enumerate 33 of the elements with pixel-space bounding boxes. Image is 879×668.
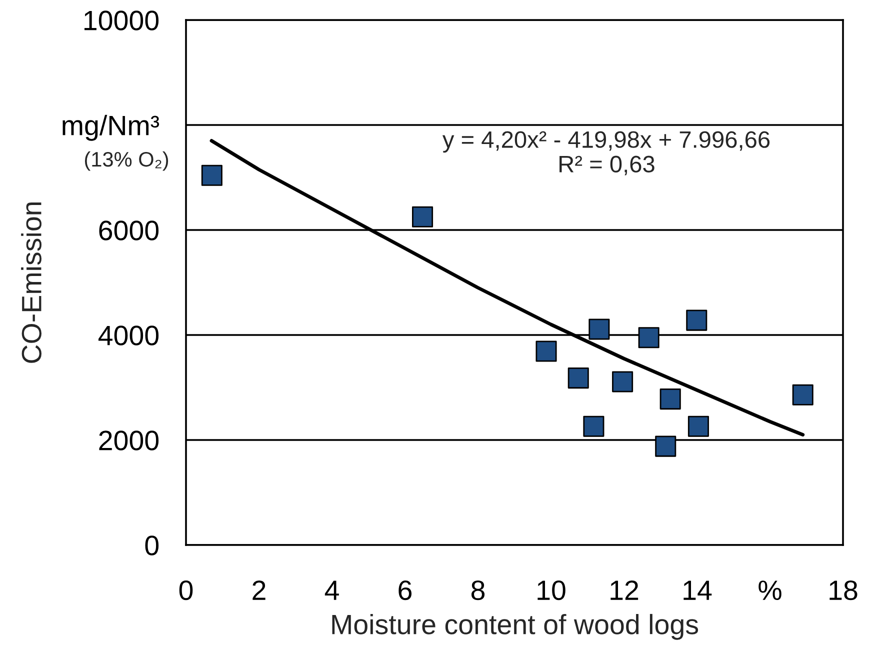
point [568, 368, 589, 389]
y-tick-label: 0 [145, 536, 159, 556]
y-tick-label: mg/Nm³ [62, 114, 160, 141]
x-tick-label: 14 [684, 580, 712, 600]
x-tick-label: 4 [324, 580, 339, 600]
x-tick-label: 10 [538, 580, 566, 600]
x-tick-label: 2 [252, 580, 266, 600]
point [588, 318, 610, 340]
y-tick-label: 2000 [99, 430, 159, 450]
y-tick-label: 4000 [98, 326, 159, 346]
x-axis-title: Moisture content of wood logs [332, 614, 698, 640]
point [201, 164, 222, 186]
point [638, 327, 660, 348]
x-tick-label: 12 [610, 580, 638, 600]
point [660, 388, 681, 410]
x-tick-label: 8 [471, 580, 485, 600]
point [686, 310, 708, 331]
y-tick-label: 6000 [99, 220, 159, 240]
x-tick-label: 6 [398, 580, 412, 600]
point [412, 206, 434, 228]
x-tick-label: 0 [179, 580, 193, 600]
point [655, 436, 676, 457]
x-tick-label: % [758, 580, 782, 600]
point [792, 384, 814, 406]
point [536, 340, 557, 362]
x-tick-label: 18 [830, 580, 858, 600]
text: (13% O₂) [84, 151, 168, 171]
point [583, 416, 604, 437]
point [688, 416, 709, 437]
point [612, 371, 634, 392]
y-tick-label: 10000 [84, 10, 159, 30]
y-axis-title: CO-Emission [21, 202, 42, 363]
annotation: y = 4,20x² - 419,98x + 7.996,66 R² = 0,63 [442, 131, 770, 176]
